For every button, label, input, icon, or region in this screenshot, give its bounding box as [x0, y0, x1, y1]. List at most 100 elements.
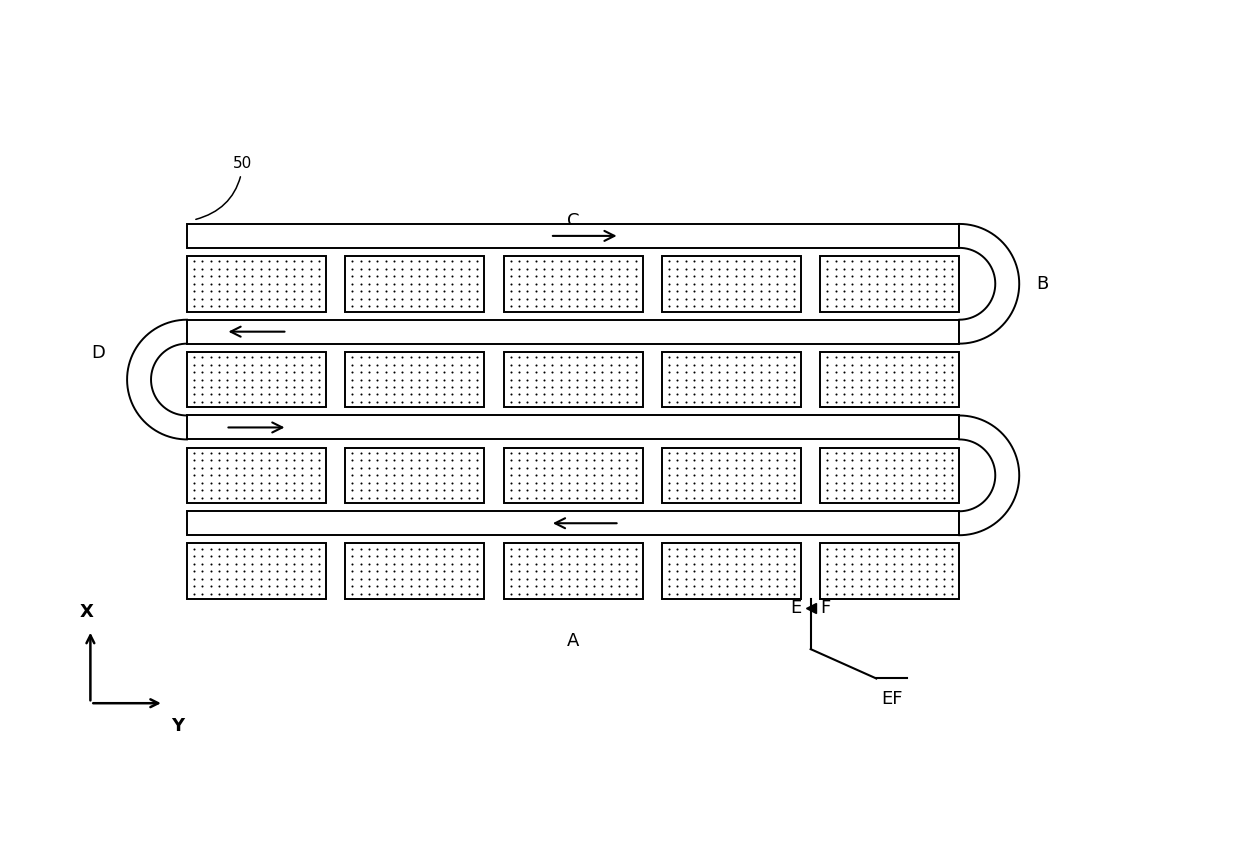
- Point: [442, 350, 462, 364]
- Point: [243, 358, 263, 372]
- Point: [301, 284, 321, 298]
- Point: [434, 557, 453, 571]
- Point: [818, 468, 838, 482]
- Point: [375, 557, 395, 571]
- Point: [534, 587, 554, 601]
- Point: [259, 395, 279, 408]
- Point: [309, 565, 328, 578]
- Point: [717, 350, 737, 364]
- Point: [559, 388, 579, 402]
- Point: [668, 262, 688, 275]
- Point: [268, 468, 287, 482]
- Point: [243, 454, 263, 468]
- Point: [675, 542, 695, 556]
- Point: [309, 468, 328, 482]
- Point: [426, 284, 446, 298]
- Point: [626, 571, 646, 585]
- Point: [393, 446, 413, 460]
- Point: [675, 587, 695, 601]
- Point: [426, 461, 446, 474]
- Point: [201, 454, 221, 468]
- Point: [259, 468, 279, 482]
- Point: [192, 491, 212, 505]
- Point: [276, 483, 296, 497]
- Point: [901, 269, 921, 283]
- Point: [384, 372, 404, 386]
- Point: [617, 454, 637, 468]
- Point: [934, 557, 954, 571]
- Point: [717, 262, 737, 275]
- Point: [359, 491, 379, 505]
- Point: [934, 549, 954, 563]
- Point: [851, 461, 871, 474]
- Point: [559, 446, 579, 460]
- Point: [843, 579, 862, 593]
- Point: [359, 380, 379, 394]
- Point: [550, 262, 570, 275]
- Point: [859, 299, 878, 313]
- Point: [701, 292, 721, 305]
- Point: [675, 395, 695, 408]
- Point: [426, 366, 446, 379]
- Point: [843, 372, 862, 386]
- Point: [601, 284, 621, 298]
- Point: [268, 292, 287, 305]
- Point: [733, 269, 753, 283]
- Point: [434, 395, 453, 408]
- Point: [567, 468, 587, 482]
- Point: [292, 395, 312, 408]
- Point: [684, 542, 704, 556]
- Point: [784, 587, 804, 601]
- Point: [375, 446, 395, 460]
- Point: [917, 557, 937, 571]
- Point: [693, 476, 712, 490]
- Point: [543, 587, 563, 601]
- Point: [934, 454, 954, 468]
- Point: [576, 549, 596, 563]
- Point: [592, 491, 612, 505]
- Point: [851, 579, 871, 593]
- Point: [859, 358, 878, 372]
- Point: [192, 542, 212, 556]
- Point: [943, 549, 963, 563]
- Point: [225, 468, 245, 482]
- Point: [276, 388, 296, 402]
- Point: [885, 549, 904, 563]
- Point: [543, 284, 563, 298]
- Point: [359, 299, 379, 313]
- Point: [742, 358, 762, 372]
- Point: [192, 468, 212, 482]
- Point: [776, 483, 795, 497]
- Point: [717, 388, 737, 402]
- Point: [550, 366, 570, 379]
- Point: [834, 446, 854, 460]
- Point: [384, 350, 404, 364]
- Point: [525, 350, 545, 364]
- Point: [601, 557, 621, 571]
- Point: [501, 277, 520, 291]
- Point: [876, 277, 896, 291]
- Point: [784, 358, 804, 372]
- Point: [183, 388, 203, 402]
- Point: [284, 565, 304, 578]
- Point: [442, 372, 462, 386]
- Point: [201, 483, 221, 497]
- Point: [243, 557, 263, 571]
- Point: [309, 269, 328, 283]
- Point: [909, 571, 929, 585]
- Point: [426, 358, 446, 372]
- Point: [818, 579, 838, 593]
- Point: [610, 395, 629, 408]
- Point: [467, 284, 487, 298]
- Point: [543, 565, 563, 578]
- Point: [309, 262, 328, 275]
- Point: [626, 549, 646, 563]
- Point: [576, 542, 596, 556]
- Point: [276, 454, 296, 468]
- Point: [292, 255, 312, 269]
- Point: [760, 571, 779, 585]
- Point: [518, 372, 538, 386]
- Point: [818, 446, 838, 460]
- Point: [584, 483, 603, 497]
- Point: [351, 446, 370, 460]
